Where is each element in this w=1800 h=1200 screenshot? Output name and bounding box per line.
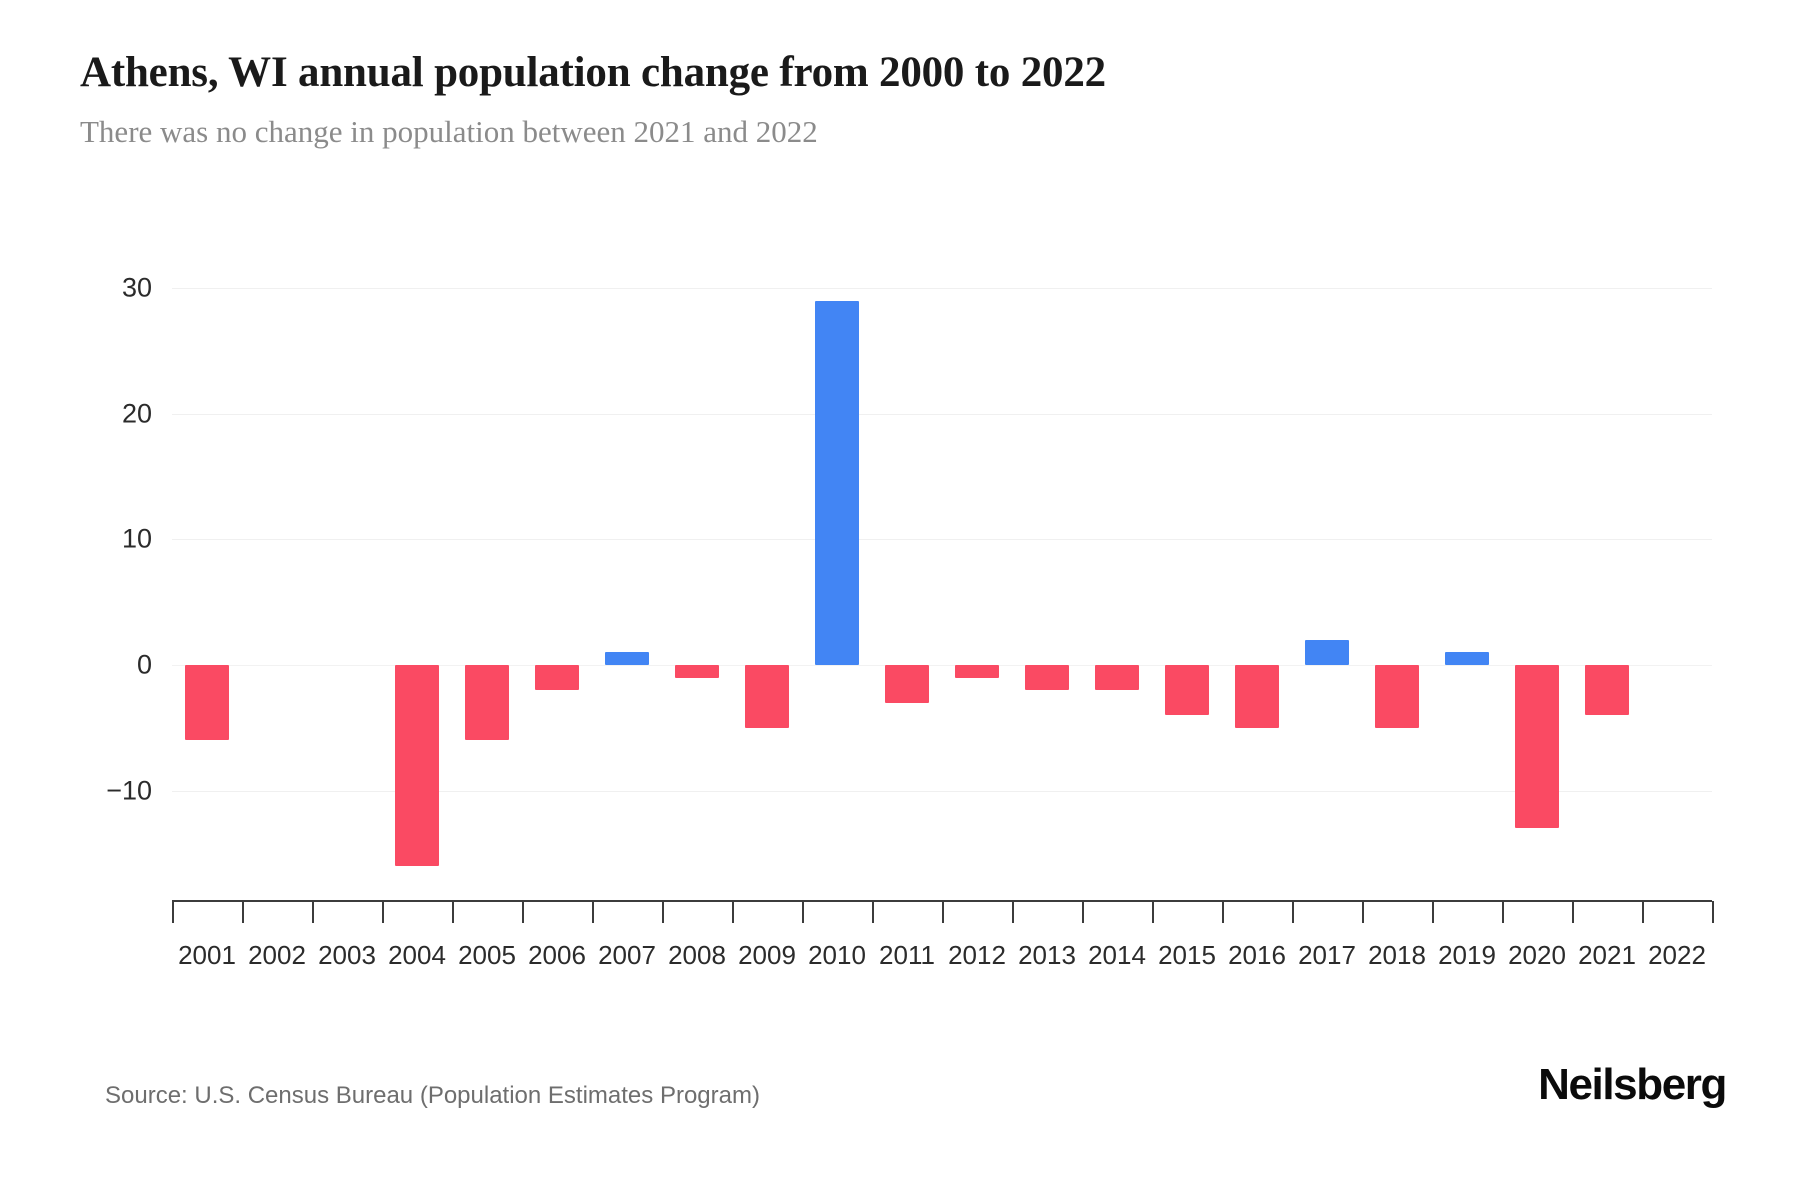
bar-2019[interactable] — [1445, 652, 1489, 665]
x-axis-tick — [452, 901, 454, 923]
x-axis-tick-label: 2021 — [1578, 940, 1636, 970]
x-axis-tick-label: 2003 — [318, 940, 376, 970]
gridline — [172, 665, 1712, 666]
x-axis-tick-label: 2008 — [668, 940, 726, 970]
y-axis-tick-label: 10 — [121, 523, 152, 554]
x-axis-tick — [1362, 901, 1364, 923]
x-axis-tick — [662, 901, 664, 923]
x-axis-tick — [1082, 901, 1084, 923]
bar-2006[interactable] — [535, 665, 579, 691]
x-axis-tick-label: 2015 — [1158, 940, 1216, 970]
x-axis-tick-label: 2017 — [1298, 940, 1356, 970]
source-note: Source: U.S. Census Bureau (Population E… — [105, 1082, 760, 1109]
gridline — [172, 413, 1712, 415]
bar-2011[interactable] — [885, 665, 929, 703]
bar-series — [172, 0, 1712, 1200]
x-axis-tick — [592, 901, 594, 923]
bar-2014[interactable] — [1095, 665, 1139, 691]
bar-2020[interactable] — [1515, 665, 1559, 829]
bar-2016[interactable] — [1235, 665, 1279, 728]
x-axis-tick — [1572, 901, 1574, 923]
gridline — [172, 288, 1712, 290]
bar-2009[interactable] — [745, 665, 789, 728]
bar-2018[interactable] — [1375, 665, 1419, 728]
page-title: Athens, WI annual population change from… — [80, 49, 1106, 96]
bar-2007[interactable] — [605, 652, 649, 665]
bar-2015[interactable] — [1165, 665, 1209, 716]
x-axis-tick — [1712, 901, 1714, 923]
x-axis-tick-label: 2012 — [948, 940, 1006, 970]
x-axis-tick-label: 2019 — [1438, 940, 1496, 970]
y-axis-tick-label: 0 — [136, 649, 152, 680]
x-axis-tick-label: 2002 — [248, 940, 306, 970]
x-axis-tick — [802, 901, 804, 923]
y-axis-tick-label: 20 — [121, 398, 152, 429]
x-axis-tick — [312, 901, 314, 923]
bar-2017[interactable] — [1305, 639, 1349, 665]
bar-2013[interactable] — [1025, 665, 1069, 691]
x-axis-tick — [1642, 901, 1644, 923]
x-axis-tick — [1012, 901, 1014, 923]
x-axis-tick-label: 2007 — [598, 940, 656, 970]
bar-2010[interactable] — [815, 300, 859, 665]
chart-subtitle: There was no change in population betwee… — [80, 114, 818, 150]
x-axis-tick-label: 2006 — [528, 940, 586, 970]
x-axis-tick-label: 2016 — [1228, 940, 1286, 970]
x-axis-tick-label: 2004 — [388, 940, 446, 970]
x-axis-tick — [1292, 901, 1294, 923]
x-axis-tick — [172, 901, 174, 923]
chart-header: Athens, WI annual population change from… — [80, 48, 1720, 151]
x-axis-tick-label: 2013 — [1018, 940, 1076, 970]
x-axis-tick-label: 2009 — [738, 940, 796, 970]
bar-2012[interactable] — [955, 665, 999, 678]
x-axis-tick — [522, 901, 524, 923]
x-axis-tick-label: 2011 — [879, 940, 935, 970]
brand-logo: Neilsberg — [1538, 1060, 1727, 1109]
gridline — [172, 539, 1712, 541]
bar-2004[interactable] — [395, 665, 439, 866]
x-axis-tick — [242, 901, 244, 923]
x-axis-tick — [942, 901, 944, 923]
x-axis-tick — [732, 901, 734, 923]
x-axis-tick — [1222, 901, 1224, 923]
y-axis-tick-label: 30 — [121, 272, 152, 303]
x-axis-tick-label: 2014 — [1088, 940, 1146, 970]
y-axis-tick-label: −10 — [106, 775, 152, 806]
bar-2001[interactable] — [185, 665, 229, 741]
x-axis-tick-label: 2001 — [178, 940, 236, 970]
bar-2021[interactable] — [1585, 665, 1629, 716]
gridline — [172, 790, 1712, 792]
x-axis-tick-label: 2018 — [1368, 940, 1426, 970]
x-axis-tick-label: 2020 — [1508, 940, 1566, 970]
x-axis-tick — [1432, 901, 1434, 923]
x-axis-tick — [1502, 901, 1504, 923]
x-axis-tick — [1152, 901, 1154, 923]
x-axis-tick-label: 2010 — [808, 940, 866, 970]
x-axis-tick — [382, 901, 384, 923]
bar-2008[interactable] — [675, 665, 719, 678]
x-axis-tick — [872, 901, 874, 923]
x-axis-tick-label: 2005 — [458, 940, 516, 970]
bar-2005[interactable] — [465, 665, 509, 741]
x-axis-tick-label: 2022 — [1648, 940, 1706, 970]
